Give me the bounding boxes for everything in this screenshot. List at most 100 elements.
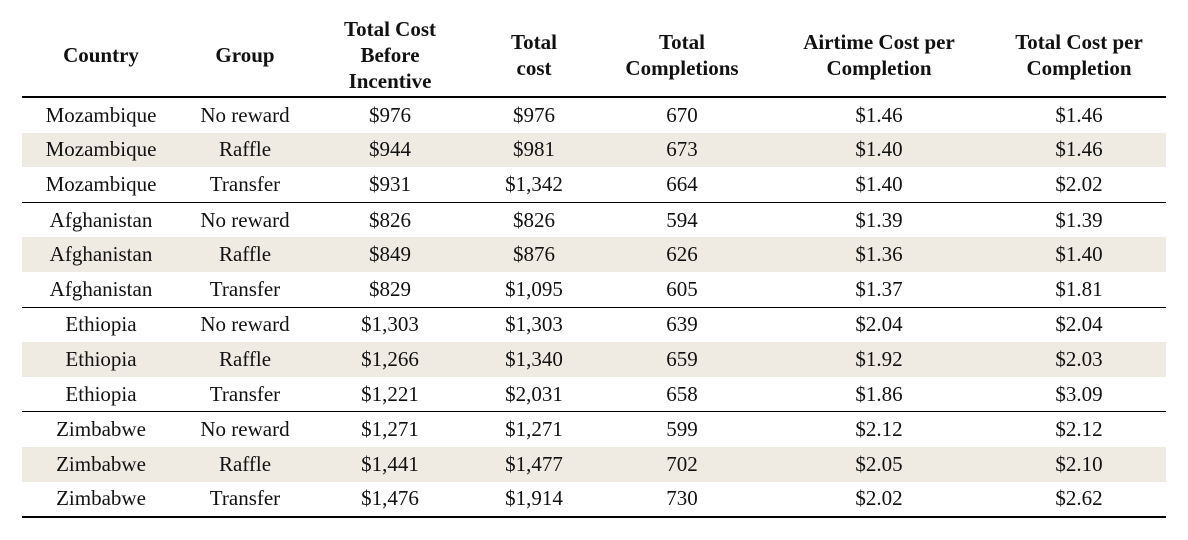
cell-total-cost: $2,031	[505, 381, 563, 406]
cell-total-completions: 730	[666, 486, 698, 511]
header-group: Group	[215, 43, 275, 67]
cell-total-cost: $1,095	[505, 276, 563, 301]
cell-group: Raffle	[180, 237, 310, 272]
cell-total-cost: $1,914	[505, 486, 563, 511]
cell-total-cost-per-completion: $3.09	[1055, 381, 1103, 406]
table-row: Ethiopia Transfer $1,221 $2,031 658 $1.8…	[22, 377, 1166, 412]
cell-total-cost: $876	[470, 237, 598, 272]
cell-country: Ethiopia	[65, 312, 137, 337]
cell-total-cost-per-completion: $1.39	[1055, 207, 1103, 232]
table-row: Afghanistan No reward $826 $826 594 $1.3…	[22, 202, 1166, 237]
header-total-completions: Total Completions	[625, 30, 739, 80]
table-row: Mozambique No reward $976 $976 670 $1.46…	[22, 97, 1166, 133]
cell-total-cost-per-completion: $1.46	[1055, 102, 1103, 127]
cell-total-cost-before-incentive: $829	[369, 276, 411, 301]
cell-group: Transfer	[209, 381, 281, 406]
cell-country: Afghanistan	[49, 207, 153, 232]
header-row: Country Group Total Cost Before Incentiv…	[22, 14, 1166, 97]
cell-total-cost: $1,340	[470, 342, 598, 377]
cell-total-cost-per-completion: $2.10	[992, 446, 1166, 482]
table-row: Mozambique Transfer $931 $1,342 664 $1.4…	[22, 167, 1166, 203]
cell-country: Afghanistan	[49, 276, 153, 301]
cell-country: Mozambique	[45, 102, 157, 127]
cost-table-container: Country Group Total Cost Before Incentiv…	[22, 14, 1166, 518]
cell-group: Transfer	[209, 276, 281, 301]
cell-total-completions: 605	[666, 276, 698, 301]
table-row: Zimbabwe No reward $1,271 $1,271 599 $2.…	[22, 412, 1166, 447]
cell-airtime-cost-per-completion: $2.05	[766, 446, 992, 482]
cell-airtime-cost-per-completion: $1.86	[855, 381, 903, 406]
cell-airtime-cost-per-completion: $1.40	[766, 132, 992, 168]
table-row: Ethiopia No reward $1,303 $1,303 639 $2.…	[22, 307, 1166, 342]
cell-total-cost-per-completion: $1.40	[992, 237, 1166, 272]
cell-country: Ethiopia	[65, 381, 137, 406]
cell-group: No reward	[200, 417, 290, 442]
cell-airtime-cost-per-completion: $1.92	[766, 342, 992, 377]
cell-total-cost-per-completion: $1.81	[1055, 276, 1103, 301]
table-row: Afghanistan Raffle $849 $876 626 $1.36 $…	[22, 237, 1166, 272]
cell-total-cost-per-completion: $2.04	[1055, 312, 1103, 337]
cell-total-cost-before-incentive: $1,221	[361, 381, 419, 406]
cell-country: Zimbabwe	[56, 417, 146, 442]
cell-total-cost-before-incentive: $976	[369, 102, 411, 127]
cell-total-completions: 659	[598, 342, 766, 377]
cell-country: Mozambique	[22, 132, 180, 168]
cell-country: Ethiopia	[22, 342, 180, 377]
table-row: Zimbabwe Transfer $1,476 $1,914 730 $2.0…	[22, 482, 1166, 518]
table-row: Zimbabwe Raffle $1,441 $1,477 702 $2.05 …	[22, 446, 1166, 482]
cell-airtime-cost-per-completion: $1.40	[855, 171, 903, 196]
cell-total-cost-before-incentive: $1,271	[361, 417, 419, 442]
cell-group: No reward	[200, 312, 290, 337]
cell-total-completions: 658	[666, 381, 698, 406]
cell-airtime-cost-per-completion: $1.37	[855, 276, 903, 301]
cell-airtime-cost-per-completion: $2.12	[855, 417, 903, 442]
cost-comparison-table: Country Group Total Cost Before Incentiv…	[22, 14, 1166, 518]
cell-total-cost-before-incentive: $1,476	[361, 486, 419, 511]
header-total-cost: Total cost	[511, 30, 557, 80]
cell-group: No reward	[200, 207, 290, 232]
cell-total-cost-before-incentive: $931	[369, 171, 411, 196]
cell-country: Afghanistan	[22, 237, 180, 272]
cell-total-cost: $1,477	[470, 446, 598, 482]
header-country: Country	[63, 43, 139, 67]
cell-total-cost-before-incentive: $849	[310, 237, 470, 272]
cell-total-completions: 599	[666, 417, 698, 442]
cell-total-completions: 673	[598, 132, 766, 168]
table-row: Mozambique Raffle $944 $981 673 $1.40 $1…	[22, 132, 1166, 168]
cell-total-cost: $1,271	[505, 417, 563, 442]
cell-total-cost-before-incentive: $1,441	[310, 446, 470, 482]
cell-total-cost: $981	[470, 132, 598, 168]
cell-airtime-cost-per-completion: $2.04	[855, 312, 903, 337]
cell-total-completions: 670	[666, 102, 698, 127]
cell-country: Mozambique	[45, 171, 157, 196]
header-airtime-cost-per-completion: Airtime Cost per Completion	[803, 30, 955, 80]
header-total-cost-before-incentive: Total Cost Before Incentive	[344, 17, 436, 93]
cell-total-cost-before-incentive: $944	[310, 132, 470, 168]
cell-total-cost: $1,303	[505, 312, 563, 337]
cell-airtime-cost-per-completion: $1.36	[766, 237, 992, 272]
cell-country: Zimbabwe	[22, 446, 180, 482]
cell-group: Raffle	[180, 342, 310, 377]
cell-total-cost-per-completion: $2.62	[1055, 486, 1103, 511]
table-row: Afghanistan Transfer $829 $1,095 605 $1.…	[22, 272, 1166, 308]
cell-group: Transfer	[209, 486, 281, 511]
cell-total-cost: $1,342	[505, 171, 563, 196]
cell-total-completions: 594	[666, 207, 698, 232]
cell-group: No reward	[200, 102, 290, 127]
cell-total-cost-before-incentive: $1,266	[310, 342, 470, 377]
cell-country: Zimbabwe	[56, 486, 146, 511]
cell-airtime-cost-per-completion: $2.02	[855, 486, 903, 511]
cell-airtime-cost-per-completion: $1.39	[855, 207, 903, 232]
cell-total-completions: 639	[666, 312, 698, 337]
cell-total-cost: $976	[513, 102, 555, 127]
cell-total-cost-before-incentive: $826	[369, 207, 411, 232]
cell-total-cost-per-completion: $2.02	[1055, 171, 1103, 196]
cell-total-cost-before-incentive: $1,303	[361, 312, 419, 337]
cell-total-cost-per-completion: $1.46	[992, 132, 1166, 168]
cell-group: Raffle	[180, 132, 310, 168]
cell-total-cost-per-completion: $2.12	[1055, 417, 1103, 442]
cell-airtime-cost-per-completion: $1.46	[855, 102, 903, 127]
cell-total-completions: 664	[666, 171, 698, 196]
cell-total-completions: 702	[598, 446, 766, 482]
cell-group: Transfer	[209, 171, 281, 196]
